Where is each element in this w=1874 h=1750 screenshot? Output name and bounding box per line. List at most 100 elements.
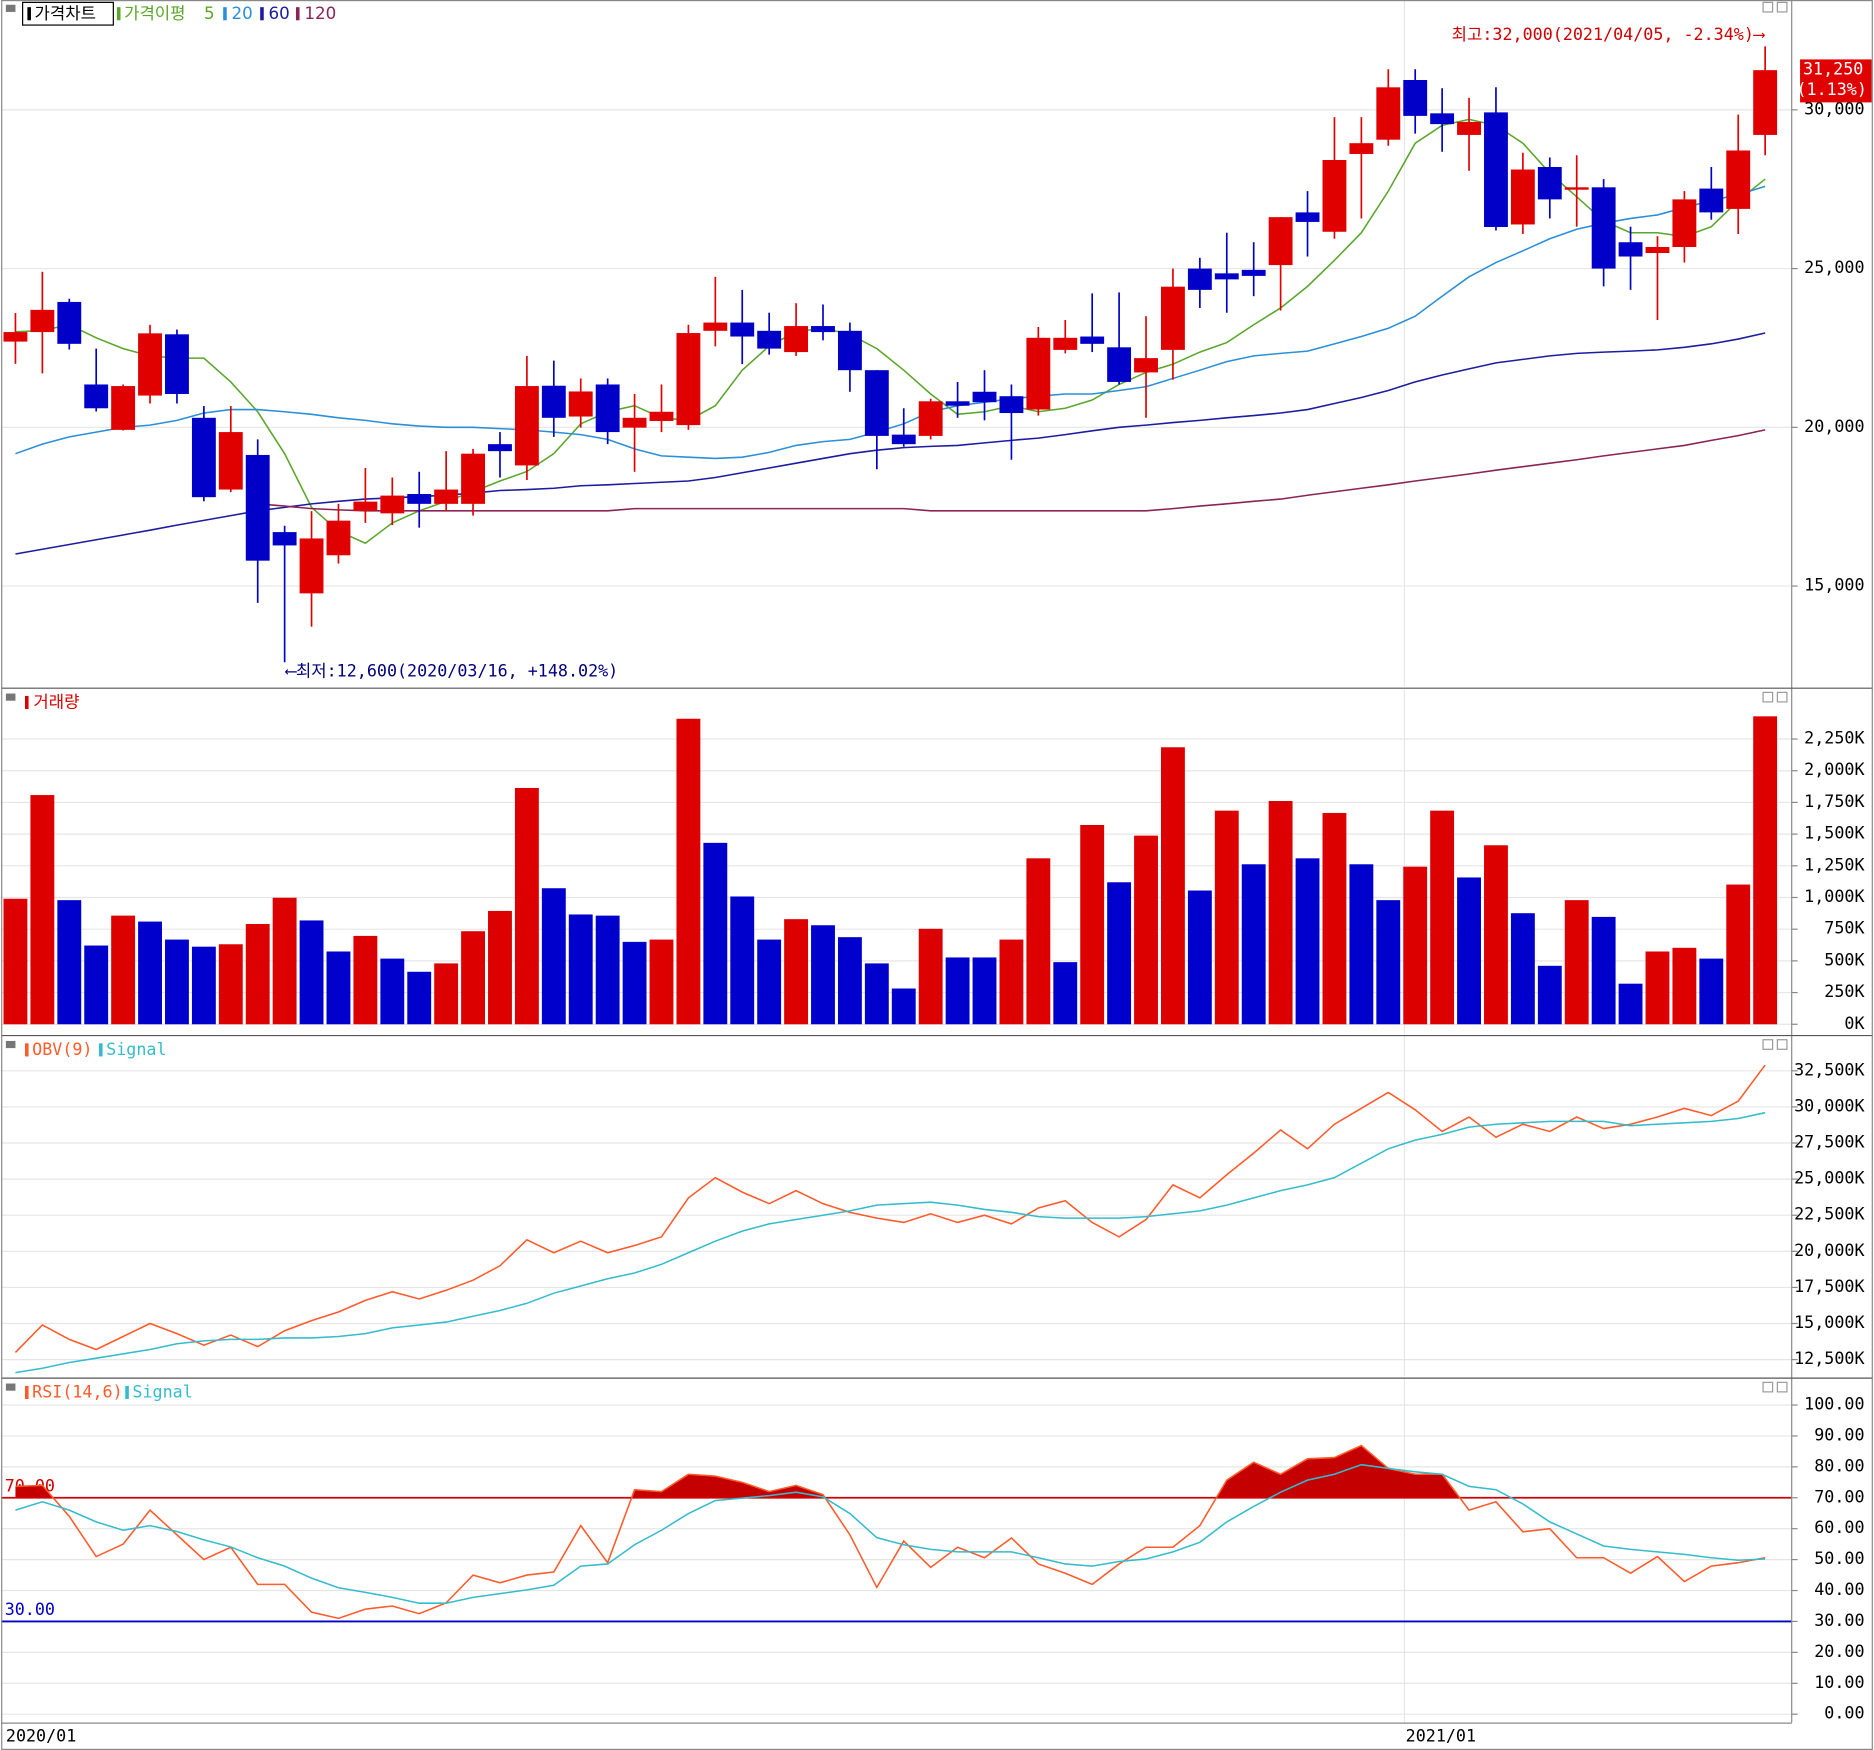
candle-body xyxy=(784,326,809,353)
candle-body xyxy=(918,401,943,436)
legend-swatch xyxy=(125,1385,129,1400)
candle-body xyxy=(380,495,405,514)
legend-swatch xyxy=(99,1043,103,1057)
low-annotation: ⟵최저:12,600(2020/03/16, +148.02%) xyxy=(285,660,618,680)
volume-bar xyxy=(1241,864,1266,1025)
y-tick-label: 30,000 xyxy=(1804,98,1864,118)
candle-body xyxy=(1672,199,1697,247)
candle-body xyxy=(299,538,324,594)
x-tick-label: 2021/01 xyxy=(1406,1725,1476,1745)
line xyxy=(15,185,1766,460)
volume-bar xyxy=(138,921,162,1025)
volume-bar xyxy=(1214,810,1239,1025)
candle-body xyxy=(891,434,916,445)
candle-body xyxy=(1510,169,1535,225)
candle-body xyxy=(1430,113,1455,125)
candle-body xyxy=(1214,273,1239,280)
legend-ma-label: 가격이평 xyxy=(124,3,185,23)
volume-bar xyxy=(434,963,459,1025)
volume-bar xyxy=(1564,900,1589,1025)
legend-swatch xyxy=(24,1385,29,1400)
volume-bar xyxy=(1430,810,1455,1025)
legend-entry: OBV(9) xyxy=(32,1039,92,1059)
y-tick-label: 30,000K xyxy=(1794,1095,1864,1115)
candle-body xyxy=(1403,80,1428,116)
y-tick-label: 27,500K xyxy=(1794,1132,1864,1152)
line xyxy=(15,118,1766,545)
legend-swatch xyxy=(223,7,227,21)
line xyxy=(15,1111,1766,1374)
volume-bar xyxy=(1672,947,1697,1025)
candle-body xyxy=(999,396,1024,414)
candle-body xyxy=(245,454,270,561)
legend-entry: Signal xyxy=(106,1039,166,1059)
y-tick-label: 250K xyxy=(1824,981,1864,1001)
y-tick-label: 1,250K xyxy=(1804,854,1864,874)
candle-body xyxy=(1161,286,1185,350)
candle-body xyxy=(461,453,485,504)
candle-body xyxy=(1349,143,1374,154)
last-price-change: (1.13%) xyxy=(1797,79,1867,99)
y-tick-label: 2,250K xyxy=(1804,728,1864,748)
candle-body xyxy=(1726,150,1751,209)
candle-body xyxy=(649,411,674,421)
y-tick-label: 100.00 xyxy=(1804,1394,1864,1414)
volume-bar xyxy=(1161,747,1185,1025)
candle-body xyxy=(57,301,82,344)
volume-bar xyxy=(1376,900,1401,1025)
volume-bar xyxy=(1618,983,1643,1025)
volume-bar xyxy=(353,935,378,1025)
y-tick-label: 50.00 xyxy=(1814,1548,1864,1568)
volume-bar xyxy=(1080,824,1105,1025)
y-tick-label: 750K xyxy=(1824,918,1864,938)
line xyxy=(15,1463,1766,1604)
candle-body xyxy=(703,322,728,331)
candle-body xyxy=(1107,347,1132,382)
candle-body xyxy=(757,330,782,349)
y-tick-label: 2,000K xyxy=(1804,759,1864,779)
y-tick-label: 25,000K xyxy=(1794,1168,1864,1188)
volume-bar xyxy=(1726,884,1751,1025)
legend-swatch xyxy=(24,695,29,710)
line xyxy=(14,1064,1766,1353)
volume-bar xyxy=(3,898,28,1025)
volume-bar xyxy=(407,971,432,1025)
volume-bar xyxy=(945,957,970,1025)
candle-body xyxy=(434,489,459,504)
volume-bar xyxy=(1295,858,1320,1025)
y-tick-label: 25,000 xyxy=(1804,257,1864,277)
y-tick-label: 1,500K xyxy=(1804,823,1864,843)
candle-body xyxy=(1376,87,1401,140)
legend-box xyxy=(22,1,114,26)
candle-body xyxy=(272,532,297,546)
legend-entry: 60 xyxy=(269,3,290,23)
volume-bar xyxy=(84,945,109,1025)
volume-bar xyxy=(622,941,647,1025)
candle-body xyxy=(326,520,351,556)
y-tick-label: 40.00 xyxy=(1814,1579,1864,1599)
y-tick-label: 0K xyxy=(1844,1013,1864,1033)
volume-bar xyxy=(972,957,997,1025)
volume-bar xyxy=(676,718,701,1025)
candle-body xyxy=(811,326,835,333)
volume-bar xyxy=(1322,812,1347,1025)
volume-bar xyxy=(595,915,620,1025)
legend-entry: 20 xyxy=(232,3,253,23)
y-tick-label: 30.00 xyxy=(1814,1610,1864,1630)
candle-body xyxy=(1537,166,1562,200)
volume-bar xyxy=(30,795,55,1025)
y-tick-label: 32,500K xyxy=(1794,1059,1864,1079)
candle-body xyxy=(1268,217,1293,266)
y-tick-label: 20,000K xyxy=(1794,1240,1864,1260)
level-label: 30.00 xyxy=(5,1599,55,1619)
volume-bar xyxy=(811,925,835,1025)
volume-bar xyxy=(864,963,889,1025)
volume-bar xyxy=(380,958,405,1025)
volume-bar xyxy=(461,931,485,1025)
candle-body xyxy=(191,417,216,498)
volume-bar xyxy=(57,900,82,1025)
